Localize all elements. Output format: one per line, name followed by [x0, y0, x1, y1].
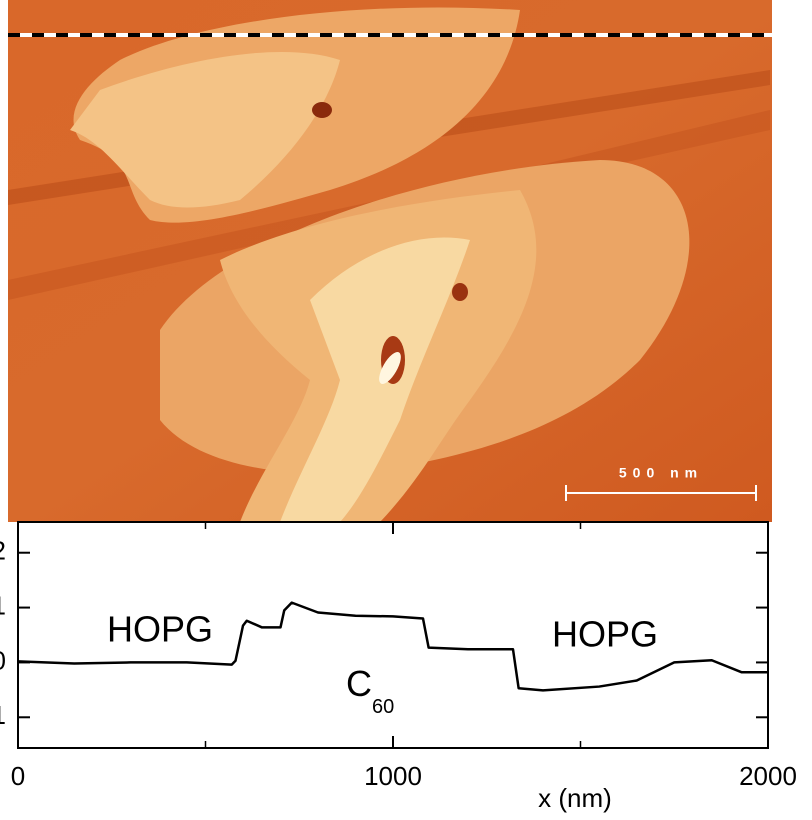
annotation: HOPG — [552, 614, 658, 655]
y-tick-label: 2 — [0, 536, 6, 566]
x-axis-label: x (nm) — [538, 783, 612, 813]
afm-defect — [452, 283, 468, 301]
afm-defect — [312, 102, 332, 118]
annotation: HOPG — [107, 609, 213, 650]
figure: 500 nm HOPG HOPG C60 x (nm) 0 1000 2000 -1 0… — [0, 0, 812, 820]
scale-bar-label: 500 nm — [619, 465, 703, 481]
annotation-text: C — [346, 663, 372, 704]
x-tick-label: 2000 — [739, 761, 797, 791]
x-tick-label: 0 — [11, 761, 25, 791]
annotation-subscript: 60 — [372, 696, 394, 718]
y-tick-label: 0 — [0, 645, 6, 675]
x-tick-label: 1000 — [364, 761, 422, 791]
y-tick-label: 1 — [0, 590, 6, 620]
afm-image: 500 nm — [8, 0, 772, 522]
page: 500 nm HOPG HOPG C60 x (nm) 0 1000 2000 -1 0… — [0, 0, 812, 820]
annotation: C60 — [346, 663, 394, 719]
y-tick-label: -1 — [0, 700, 6, 730]
